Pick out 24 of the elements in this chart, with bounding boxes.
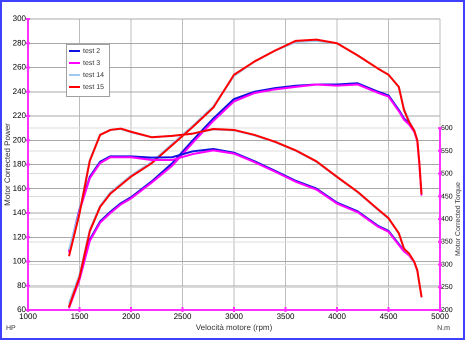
y-tick-label: 220 <box>12 111 27 120</box>
y-tick-label: 60 <box>17 305 27 314</box>
x-axis-title: Velocità motore (rpm) <box>196 323 273 332</box>
x-tick-label: 2500 <box>174 312 192 322</box>
x-tick-label: 2000 <box>122 312 140 322</box>
x-tick-label: 1000 <box>19 312 38 322</box>
y-tick-label: 140 <box>12 208 27 218</box>
y-tick-label: 160 <box>12 184 27 193</box>
y-tick-label: 300 <box>12 14 27 24</box>
y-axis-title: Motor Corrected Power <box>3 122 12 206</box>
x-tick-label: 5000 <box>431 312 450 322</box>
y-tick-label: 120 <box>12 232 27 242</box>
y-tick-label: 280 <box>12 38 27 48</box>
x-tick-label: 4500 <box>380 312 398 322</box>
y-tick-label: 260 <box>12 62 27 72</box>
y-tick-label: 180 <box>12 160 27 169</box>
x-tick-label: 1500 <box>70 312 89 322</box>
y-tick-label: 100 <box>12 256 27 266</box>
y-tick-label: 240 <box>12 86 27 96</box>
x-tick-label: 4000 <box>328 312 346 322</box>
x-tick-label: 3000 <box>225 312 244 322</box>
x-tick-label: 3500 <box>276 312 295 322</box>
y-tick-label: 200 <box>12 135 27 144</box>
y-tick-label: 80 <box>17 280 27 290</box>
